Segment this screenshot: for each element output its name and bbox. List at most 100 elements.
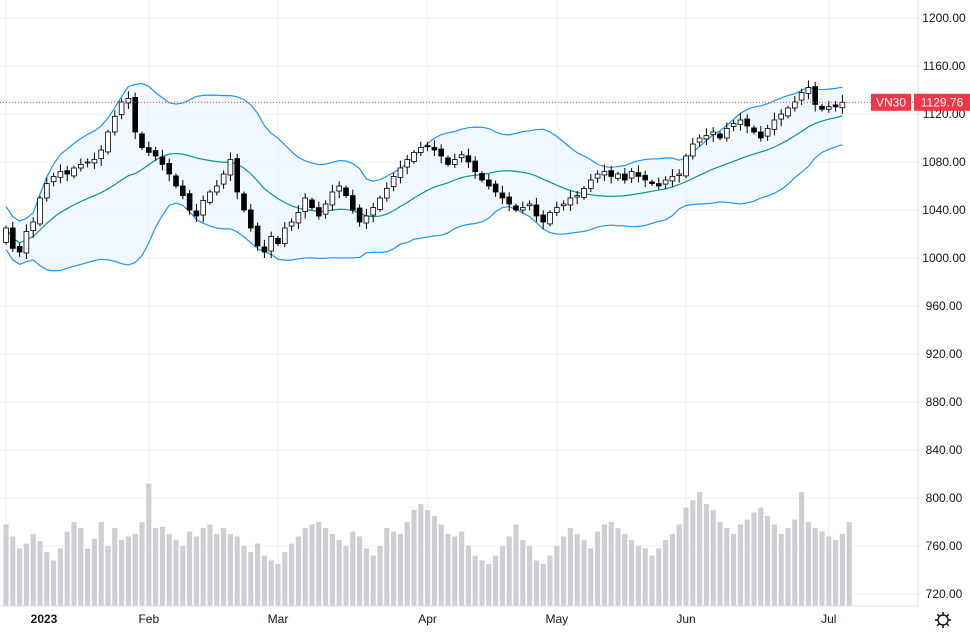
candle [78, 158, 84, 172]
volume-bar [615, 528, 621, 606]
candle [458, 151, 465, 163]
candle [64, 165, 71, 182]
volume-bar [635, 546, 641, 606]
volume-bar [153, 528, 159, 606]
candle [499, 185, 506, 204]
candle [540, 210, 546, 230]
candle [554, 201, 560, 216]
volume-bar [663, 540, 669, 606]
candle-body-up [778, 113, 784, 120]
candle-body-down [832, 104, 839, 108]
volume-bar [268, 560, 274, 606]
candle [839, 95, 846, 114]
candle-body-up [50, 175, 57, 183]
candle [690, 138, 696, 160]
candle [98, 145, 105, 166]
candle [744, 114, 750, 134]
candle [526, 200, 533, 211]
volume-bar [30, 534, 36, 606]
candle-body-up [526, 203, 533, 207]
candle-body-down [812, 86, 818, 105]
time-axis[interactable]: 2023 Feb Mar Apr May Jun Jul [31, 612, 837, 626]
volume-bar [200, 528, 206, 606]
volume-bar [438, 524, 444, 606]
volume-bar [819, 531, 825, 606]
candle [220, 170, 227, 189]
volume-bar [554, 546, 560, 606]
candle-body-up [411, 151, 417, 162]
candle-body-up [84, 161, 91, 164]
candle-body-up [676, 173, 682, 176]
volume-bar [690, 500, 696, 606]
candle [57, 164, 64, 184]
candle-body-down [819, 105, 825, 110]
candle-body-up [628, 171, 635, 179]
volume-bar [431, 516, 437, 606]
candle-body-up [336, 185, 342, 192]
candle [390, 172, 397, 192]
candle [683, 153, 689, 179]
volume-bar [683, 507, 689, 606]
candle [145, 141, 152, 156]
candle-body-down [506, 196, 512, 205]
candle-body-down [758, 131, 764, 139]
volume-bar [758, 507, 764, 606]
candle [281, 222, 288, 248]
candle-body-up [23, 231, 30, 254]
candle-body-down [254, 225, 261, 247]
candle-body-up [567, 197, 574, 206]
candle [370, 202, 376, 223]
bb-upper-line [5, 82, 843, 222]
candle [533, 197, 540, 222]
candle [91, 152, 98, 169]
volume-bar [227, 534, 233, 606]
y-tick-label: 720.00 [926, 587, 963, 601]
candle [785, 105, 791, 119]
candle [417, 141, 424, 156]
volume-bar [377, 546, 383, 606]
volume-bar [255, 543, 261, 606]
candle [84, 158, 91, 168]
candle [213, 180, 220, 196]
candle-body-up [662, 179, 669, 185]
volume-bar [289, 543, 295, 606]
volume-bar [567, 528, 573, 606]
volume-bar [717, 522, 723, 606]
volume-bar [703, 504, 709, 606]
candle-body-up [771, 119, 778, 130]
candle [676, 169, 682, 183]
volume-bar [241, 546, 247, 606]
candle-body-down [533, 204, 540, 217]
last-price-tag: VN30 1129.76 [871, 93, 970, 111]
candle-body-down [717, 133, 723, 139]
candle [730, 120, 737, 132]
volume-bar [193, 536, 199, 606]
candle [669, 169, 676, 187]
candle-body-up [560, 203, 567, 207]
volume-bar [3, 524, 9, 606]
candle-body-up [288, 221, 295, 227]
candle [438, 144, 444, 164]
candle-body-up [785, 107, 791, 117]
volume-bar [207, 524, 213, 606]
candle-body-down [622, 173, 628, 181]
volume-bar [778, 534, 784, 606]
candle-body-up [805, 87, 812, 94]
price-axis[interactable]: 1200.001160.001120.001080.001040.001000.… [922, 11, 966, 601]
candle [472, 156, 478, 179]
volume-bars [3, 483, 852, 606]
candle-body-up [404, 159, 410, 168]
candle [336, 181, 342, 199]
candle [363, 208, 370, 229]
volume-bar [105, 546, 111, 606]
x-tick-label: Jun [676, 612, 695, 626]
settings-gear-icon[interactable] [935, 612, 951, 628]
y-tick-label: 1200.00 [922, 11, 966, 25]
candle-body-up [390, 175, 397, 187]
y-tick-label: 1000.00 [922, 251, 966, 265]
candle [771, 112, 778, 136]
candles [3, 80, 846, 259]
candle-body-down [179, 185, 186, 196]
volume-bar [98, 522, 104, 606]
candle-body-up [839, 101, 846, 109]
